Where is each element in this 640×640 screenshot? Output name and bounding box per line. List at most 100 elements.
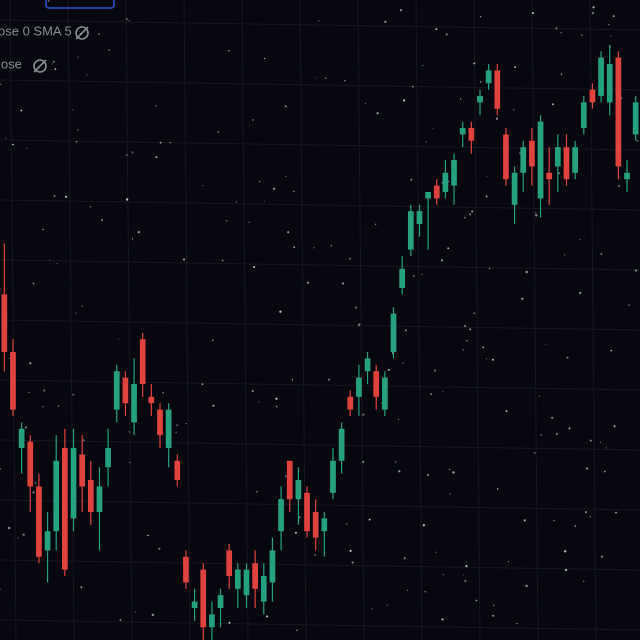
star <box>253 266 256 269</box>
candle-body <box>494 70 501 109</box>
candle-body <box>191 601 198 608</box>
star <box>328 378 331 381</box>
candle-body <box>96 486 103 512</box>
star <box>349 549 352 552</box>
candle-body <box>183 556 189 583</box>
star <box>553 519 555 522</box>
star <box>405 329 407 332</box>
grid-line <box>183 0 191 640</box>
candle-body <box>131 384 137 423</box>
star <box>296 629 298 632</box>
star <box>362 413 365 416</box>
star <box>582 580 585 583</box>
star <box>162 391 164 394</box>
candle-body <box>200 569 207 628</box>
star <box>273 187 276 190</box>
star <box>34 27 36 29</box>
icon-ring <box>75 26 89 40</box>
star <box>521 297 524 300</box>
star <box>108 49 110 51</box>
star <box>34 481 37 484</box>
candle-body <box>554 147 561 167</box>
star <box>585 511 587 514</box>
star <box>263 57 266 60</box>
star <box>464 324 467 327</box>
star <box>22 533 25 536</box>
star <box>376 112 379 115</box>
star <box>462 349 464 351</box>
grid-line <box>241 0 249 640</box>
candle-body <box>79 454 86 487</box>
star <box>256 491 258 493</box>
candle-body <box>148 396 155 404</box>
star <box>386 604 388 606</box>
candle-body <box>485 70 492 84</box>
star <box>313 247 315 249</box>
star <box>324 77 327 79</box>
visibility-icon[interactable] <box>33 59 47 73</box>
star <box>265 615 269 618</box>
star <box>612 15 615 18</box>
star <box>151 613 154 617</box>
star <box>516 622 518 625</box>
candle-body <box>165 409 172 448</box>
star <box>551 103 555 106</box>
candle-body <box>157 409 163 436</box>
star <box>169 141 172 144</box>
star <box>462 574 464 576</box>
star <box>12 143 14 146</box>
star <box>264 200 266 202</box>
candle-body <box>537 121 544 199</box>
star <box>0 468 1 470</box>
candle-body <box>105 448 111 468</box>
star <box>580 34 583 36</box>
grid-line <box>299 0 307 640</box>
star <box>89 205 92 208</box>
star <box>563 254 566 256</box>
star <box>600 252 603 255</box>
star <box>513 65 517 69</box>
star <box>555 433 558 435</box>
star <box>566 357 568 359</box>
star <box>589 516 591 518</box>
visibility-icon[interactable] <box>75 26 89 40</box>
star <box>424 590 427 593</box>
candles <box>1 44 639 640</box>
star <box>279 310 282 313</box>
candle-body <box>53 460 60 532</box>
star <box>72 393 75 396</box>
star <box>445 33 448 36</box>
candle-body <box>433 185 440 199</box>
star <box>407 589 409 591</box>
toolbar-button[interactable] <box>45 0 115 9</box>
star <box>57 405 60 407</box>
star <box>32 282 35 285</box>
star <box>49 259 51 262</box>
star <box>591 12 595 15</box>
candle-body <box>36 486 42 557</box>
candle-body <box>356 377 362 397</box>
candle-body <box>373 371 380 397</box>
candle-body <box>546 172 553 180</box>
star <box>251 119 254 121</box>
star <box>98 33 100 35</box>
candle-body <box>382 377 388 410</box>
star <box>119 619 122 621</box>
candle-body <box>589 89 596 103</box>
grid-line <box>0 619 640 631</box>
star <box>447 247 450 250</box>
star <box>435 551 437 553</box>
star <box>306 281 309 284</box>
star <box>75 141 78 143</box>
star <box>469 328 472 331</box>
star <box>125 198 129 201</box>
grid-line <box>0 199 640 211</box>
star <box>275 397 278 400</box>
star <box>228 49 230 52</box>
star <box>248 221 250 224</box>
grid-line <box>357 0 365 640</box>
candle-body <box>468 128 475 141</box>
star <box>293 190 295 192</box>
star <box>5 137 7 139</box>
star <box>26 147 28 150</box>
